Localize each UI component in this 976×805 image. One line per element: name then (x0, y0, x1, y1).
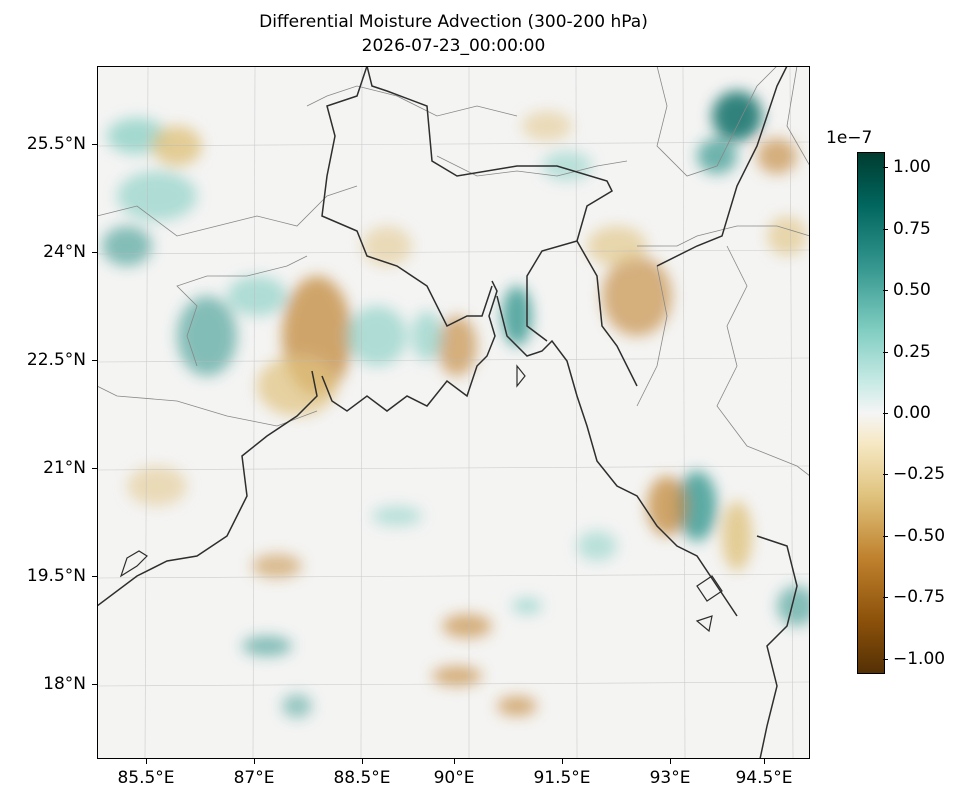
map-gridlines (97, 66, 810, 759)
colorbar-tick-mark (883, 413, 888, 414)
colorbar-tick-label: 0.25 (893, 342, 931, 362)
colorbar-tick-label: 0.00 (893, 403, 931, 423)
x-tick-label: 88.5°E (333, 768, 391, 788)
x-tick-label: 90°E (433, 768, 475, 788)
x-tick-label: 91.5°E (533, 768, 591, 788)
colorbar-tick-label: −0.25 (893, 464, 946, 484)
map-plot-area (97, 66, 810, 759)
colorbar-tick-mark (883, 290, 888, 291)
y-tick-label: 21°N (43, 458, 86, 478)
y-tick-mark (92, 252, 97, 253)
coastline (97, 66, 798, 759)
colorbar-tick-mark (883, 536, 888, 537)
map-title: Differential Moisture Advection (300-200… (259, 12, 648, 32)
colorbar-tick-label: 0.50 (893, 280, 931, 300)
colorbar-exponent: 1e−7 (826, 128, 873, 148)
y-tick-label: 25.5°N (26, 134, 86, 154)
colorbar (857, 152, 885, 674)
y-tick-mark (92, 684, 97, 685)
coastline-islands (119, 364, 723, 633)
x-tick-mark (362, 759, 363, 764)
y-tick-mark (92, 468, 97, 469)
x-tick-mark (254, 759, 255, 764)
x-tick-label: 87°E (233, 768, 275, 788)
colorbar-tick-mark (883, 474, 888, 475)
y-tick-mark (92, 360, 97, 361)
colorbar-tick-mark (883, 229, 888, 230)
colorbar-tick-label: −0.75 (893, 587, 946, 607)
x-tick-mark (670, 759, 671, 764)
y-tick-label: 24°N (43, 242, 86, 262)
x-tick-label: 94.5°E (735, 768, 793, 788)
colorbar-tick-mark (883, 167, 888, 168)
y-tick-label: 18°N (43, 674, 86, 694)
y-tick-label: 19.5°N (26, 566, 86, 586)
colorbar-tick-mark (883, 659, 888, 660)
y-tick-mark (92, 576, 97, 577)
x-tick-mark (146, 759, 147, 764)
colorbar-tick-label: 0.75 (893, 219, 931, 239)
advection-field (102, 91, 810, 718)
x-tick-label: 85.5°E (117, 768, 175, 788)
colorbar-tick-label: −0.50 (893, 526, 946, 546)
x-tick-label: 93°E (649, 768, 691, 788)
x-tick-mark (764, 759, 765, 764)
colorbar-tick-mark (883, 597, 888, 598)
map-subtitle-time: 2026-07-23_00:00:00 (361, 36, 546, 56)
x-tick-mark (562, 759, 563, 764)
state-borders (97, 66, 810, 477)
map-field-svg (97, 66, 810, 759)
colorbar-tick-mark (883, 352, 888, 353)
colorbar-tick-label: −1.00 (893, 649, 946, 669)
x-tick-mark (454, 759, 455, 764)
colorbar-tick-label: 1.00 (893, 157, 931, 177)
y-tick-mark (92, 144, 97, 145)
y-tick-label: 22.5°N (26, 350, 86, 370)
